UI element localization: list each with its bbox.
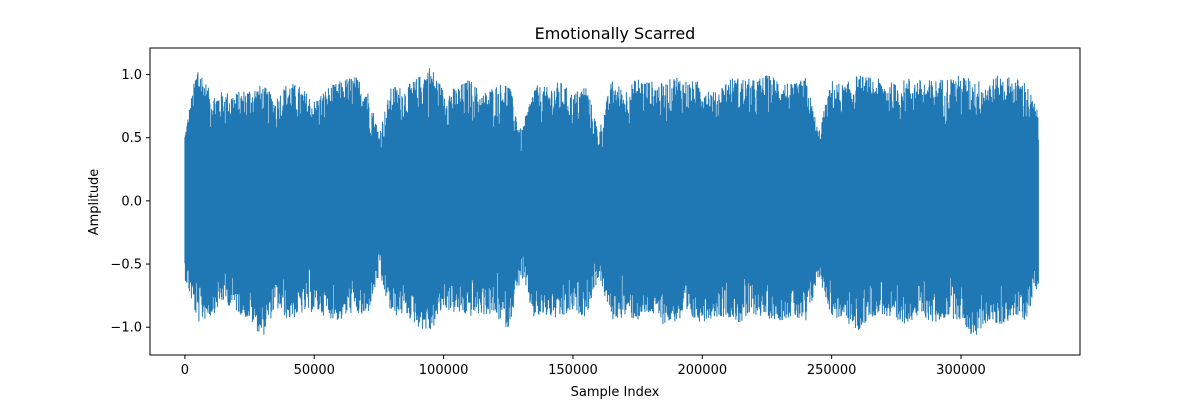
x-tick-label: 250000	[807, 363, 857, 378]
x-tick-label: 0	[181, 363, 189, 378]
y-axis: −1.0 −0.5 0.0 0.5 1.0	[110, 68, 150, 336]
x-tick-label: 50000	[294, 363, 335, 378]
x-tick-label: 100000	[419, 363, 469, 378]
x-tick-label: 150000	[548, 363, 598, 378]
y-tick-label: 0.0	[121, 194, 142, 209]
x-tick-label: 300000	[936, 363, 986, 378]
waveform-series	[184, 68, 1039, 335]
x-tick-label: 200000	[677, 363, 727, 378]
y-tick-label: −0.5	[110, 258, 142, 273]
plot-area	[184, 68, 1039, 335]
x-axis: 0 50000 100000 150000 200000 250000 300000	[181, 355, 986, 378]
x-axis-title: Sample Index	[571, 385, 660, 400]
y-axis-title: Amplitude	[87, 169, 102, 236]
y-tick-label: −1.0	[110, 321, 142, 336]
y-tick-label: 0.5	[121, 131, 142, 146]
axes-frame	[149, 47, 1081, 356]
chart-title: Emotionally Scarred	[535, 24, 696, 43]
y-tick-label: 1.0	[121, 68, 142, 83]
